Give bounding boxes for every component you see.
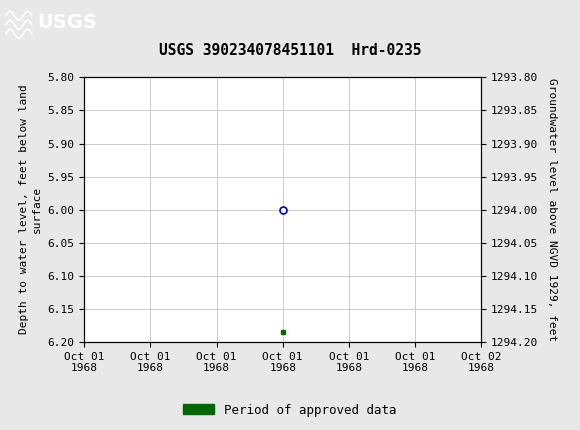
- Text: USGS 390234078451101  Hrd-0235: USGS 390234078451101 Hrd-0235: [159, 43, 421, 58]
- Text: USGS: USGS: [38, 13, 97, 32]
- Legend: Period of approved data: Period of approved data: [178, 399, 402, 421]
- Y-axis label: Groundwater level above NGVD 1929, feet: Groundwater level above NGVD 1929, feet: [547, 78, 557, 341]
- Y-axis label: Depth to water level, feet below land
surface: Depth to water level, feet below land su…: [19, 85, 42, 335]
